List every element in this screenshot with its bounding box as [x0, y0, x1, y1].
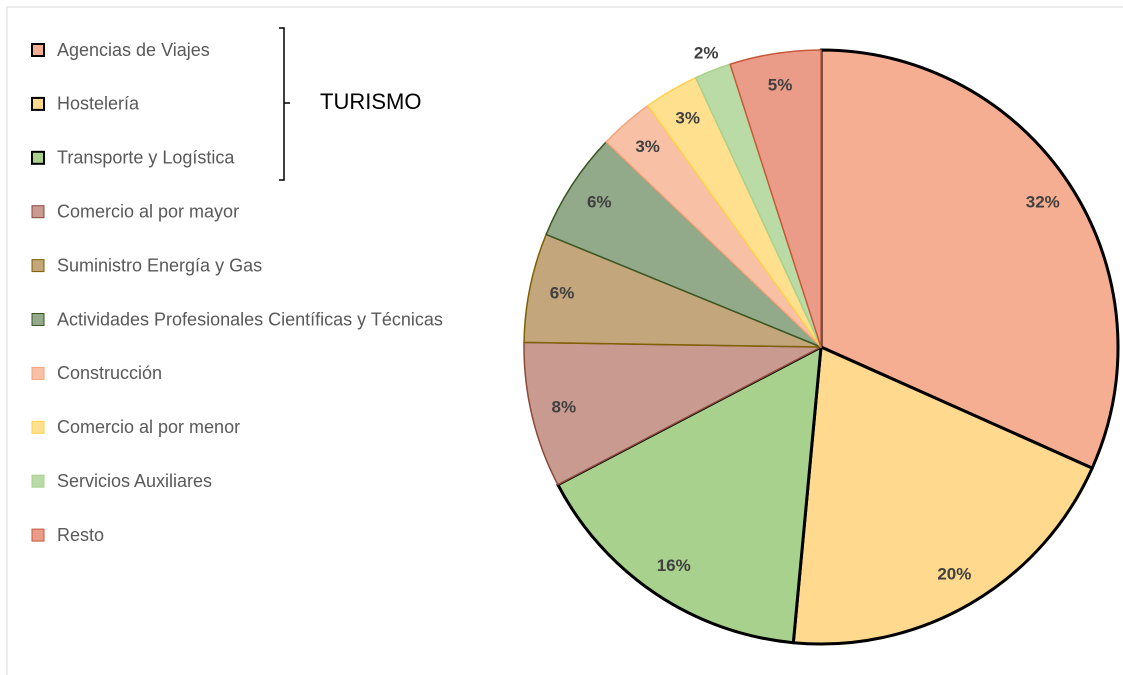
legend-swatch [31, 474, 45, 488]
legend-label: Suministro Energía y Gas [57, 255, 262, 275]
legend-swatch [31, 420, 45, 434]
legend-label: Servicios Auxiliares [57, 471, 212, 491]
chart-frame [6, 6, 1123, 675]
pie-slice [556, 345, 823, 645]
data-label: 2% [694, 43, 719, 62]
legend-label: Actividades Profesionales Científicas y … [57, 309, 443, 329]
data-label: 6% [587, 193, 612, 212]
legend-swatch [31, 528, 45, 542]
pie-slice [729, 49, 822, 348]
legend-swatch [31, 366, 45, 380]
group-annotation: TURISMO [320, 89, 421, 114]
data-label: 16% [657, 556, 691, 575]
legend-label: Hostelería [57, 94, 140, 114]
legend-label: Comercio al por mayor [57, 201, 239, 221]
data-label: 20% [937, 565, 971, 584]
data-label: 8% [552, 398, 577, 417]
legend-label: Construcción [57, 363, 162, 383]
pie-slice [819, 48, 1120, 470]
legend-swatch [31, 313, 45, 326]
legend-swatch [31, 259, 45, 273]
legend-swatch [31, 43, 45, 57]
legend-swatch [31, 150, 45, 165]
data-label: 3% [675, 108, 700, 127]
legend-label: Transporte y Logística [57, 148, 235, 168]
legend-label: Comercio al por menor [57, 417, 240, 437]
group-bracket [279, 27, 290, 181]
legend-swatch [31, 96, 45, 111]
data-label: 5% [768, 75, 793, 94]
pie-slice [523, 341, 822, 486]
legend-label: Agencias de Viajes [57, 40, 210, 60]
data-label: 6% [550, 283, 575, 302]
data-label: 32% [1026, 193, 1060, 212]
data-label: 3% [635, 137, 660, 156]
legend-swatch [31, 205, 45, 219]
legend-label: Resto [57, 525, 104, 545]
pie-slice [791, 345, 1094, 646]
